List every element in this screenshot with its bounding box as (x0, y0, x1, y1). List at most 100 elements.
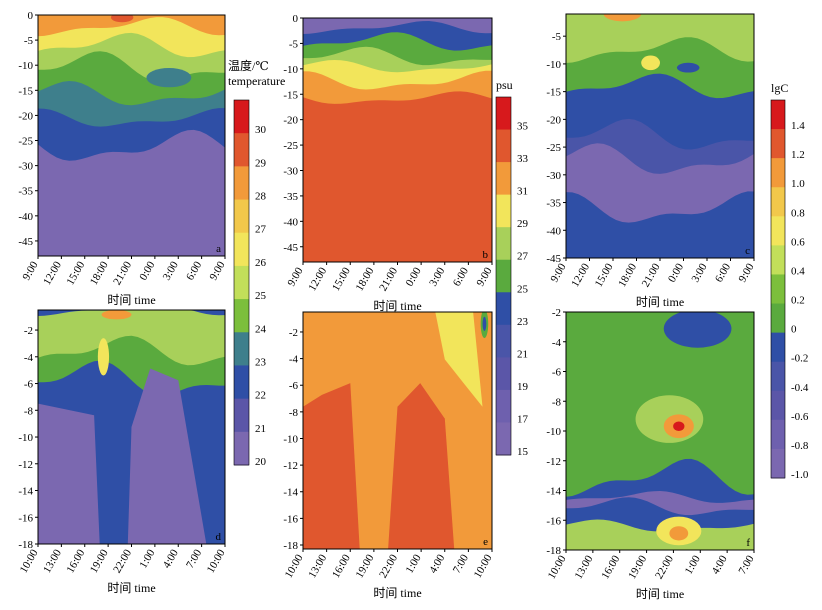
colorbar-segment (496, 129, 511, 163)
colorbar-segment (496, 227, 511, 261)
colorbar-title: 温度/℃ (228, 58, 269, 73)
y-tick-label: -45 (18, 236, 33, 248)
colorbar-segment (234, 332, 249, 366)
y-tick-label: -18 (546, 545, 561, 557)
colorbar-tick-label: 35 (517, 121, 529, 133)
contour-band (303, 91, 492, 262)
x-tick-label: 18:00 (354, 265, 377, 293)
colorbar-segment (771, 158, 785, 188)
colorbar-segment (496, 422, 511, 456)
colorbar-tick-label: 27 (517, 251, 529, 263)
contour-band (566, 191, 754, 258)
y-tick-label: -5 (289, 38, 299, 50)
panel-label: b (483, 249, 489, 261)
y-tick-label: -35 (283, 191, 298, 203)
x-tick-label: 9:00 (736, 261, 756, 284)
x-tick-label: 13:00 (573, 553, 596, 581)
y-tick-label: -15 (546, 87, 561, 99)
x-axis-label: 时间 time (636, 587, 684, 601)
y-tick-label: -5 (552, 31, 562, 43)
colorbar-title-en: temperature (228, 74, 285, 88)
contour-band (38, 129, 225, 256)
x-tick-label: 19:00 (88, 547, 111, 575)
panel-a (38, 15, 225, 256)
panel-c (566, 14, 754, 258)
y-tick-label: -25 (18, 136, 33, 148)
colorbar-tick-label: 30 (255, 124, 267, 136)
y-tick-label: -10 (546, 59, 561, 71)
colorbar-title: psu (496, 78, 513, 92)
colorbar-segment (771, 100, 785, 130)
colorbar-segment (234, 365, 249, 400)
colorbar-segment (771, 419, 785, 450)
y-tick-label: -5 (24, 35, 34, 47)
x-tick-label: 22:00 (377, 552, 400, 580)
x-tick-label: 12:00 (306, 265, 329, 293)
y-tick-label: -6 (289, 380, 299, 392)
colorbar-tick-label: 1.4 (791, 120, 805, 132)
y-tick-label: -20 (18, 110, 33, 122)
x-tick-label: 1:00 (137, 547, 157, 570)
x-tick-label: 16:00 (330, 552, 353, 580)
colorbar-tick-label: 29 (255, 157, 267, 169)
panel-f (566, 312, 754, 550)
contour-band (38, 403, 100, 544)
x-tick-label: 22:00 (653, 553, 676, 581)
x-tick-label: 9:00 (207, 259, 227, 282)
x-tick-label: 4:00 (710, 553, 730, 576)
y-tick-label: -15 (283, 89, 298, 101)
contour-spot (673, 421, 685, 431)
colorbar-segment (771, 448, 785, 479)
colorbar-title: lgC (771, 81, 788, 95)
y-tick-label: -2 (552, 307, 561, 319)
colorbar-tick-label: -0.6 (791, 411, 809, 423)
y-tick-label: -12 (283, 460, 298, 472)
y-tick-label: -10 (546, 426, 561, 438)
y-tick-label: -40 (18, 211, 33, 223)
x-tick-label: 9:00 (474, 265, 494, 288)
colorbar-segment (234, 133, 249, 167)
x-tick-label: 9:00 (285, 265, 305, 288)
x-tick-label: 3:00 (689, 261, 709, 284)
y-tick-label: -20 (546, 114, 561, 126)
contour-band (303, 383, 360, 549)
y-tick-label: -2 (24, 325, 33, 337)
colorbar-segment (771, 390, 785, 421)
colorbar-segment (771, 361, 785, 392)
y-tick-label: -45 (546, 253, 561, 265)
colorbar-segment (771, 274, 785, 305)
y-tick-label: -40 (546, 225, 561, 237)
colorbar-tick-label: 20 (255, 456, 267, 468)
x-tick-label: 1:00 (683, 553, 703, 576)
y-tick-label: -45 (283, 242, 298, 254)
contour-band (388, 383, 455, 549)
x-tick-label: 15:00 (330, 265, 353, 293)
x-tick-label: 21:00 (111, 259, 134, 287)
colorbar-tick-label: 25 (517, 283, 529, 295)
colorbar-segment (771, 332, 785, 363)
colorbar-segment (771, 187, 785, 217)
colorbar-temperature (233, 99, 250, 466)
y-tick-label: -10 (283, 64, 298, 76)
x-tick-label: 21:00 (377, 265, 400, 293)
colorbar-tick-label: 0.6 (791, 236, 805, 248)
x-tick-label: 3:00 (427, 265, 447, 288)
x-tick-label: 10:00 (283, 552, 306, 580)
colorbar-segment (496, 357, 511, 391)
colorbar-segment (496, 292, 511, 326)
colorbar-tick-label: 1.2 (791, 149, 805, 161)
colorbar-segment (496, 324, 511, 358)
colorbar-segment (496, 194, 511, 228)
colorbar-tick-label: -1.0 (791, 469, 809, 481)
x-axis-label: 时间 time (107, 293, 155, 307)
x-tick-label: 15:00 (593, 261, 616, 289)
colorbar-tick-label: 0.8 (791, 207, 805, 219)
y-tick-label: -10 (18, 60, 33, 72)
contour-spot (97, 338, 110, 376)
y-tick-label: -16 (18, 512, 33, 524)
y-tick-label: -35 (18, 186, 33, 198)
colorbar-segment (234, 299, 249, 333)
panel-label: f (746, 537, 750, 549)
y-tick-label: -25 (283, 140, 298, 152)
panel-label: e (483, 536, 488, 548)
